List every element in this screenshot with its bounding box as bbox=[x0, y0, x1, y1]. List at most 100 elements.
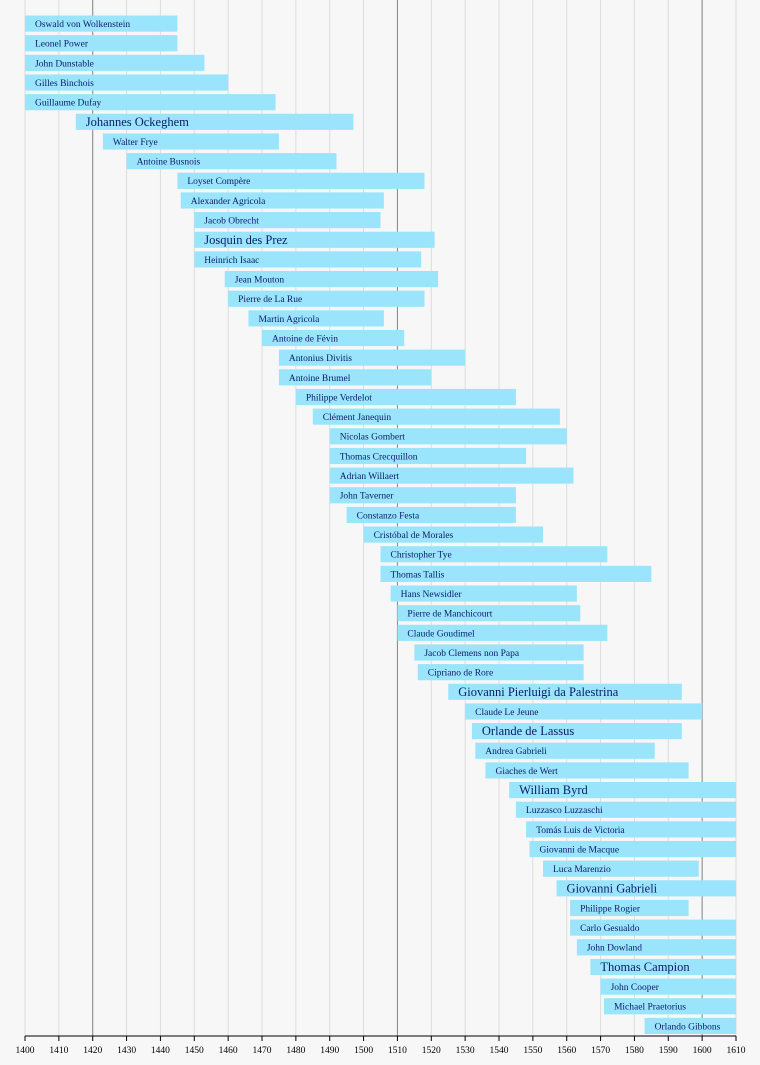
bar bbox=[380, 565, 652, 582]
bar-label: Guillaume Dufay bbox=[35, 98, 101, 109]
x-tick-label: 1580 bbox=[625, 1046, 644, 1056]
bar bbox=[295, 388, 516, 406]
bar-label: Orlando Gibbons bbox=[655, 1022, 721, 1032]
bar bbox=[228, 290, 425, 307]
bar-label: Leonel Power bbox=[35, 40, 89, 50]
bar-label: Carlo Gesualdo bbox=[580, 924, 640, 934]
bar bbox=[471, 723, 682, 740]
bar-label: Hans Newsidler bbox=[401, 590, 463, 600]
bar-label: Antoine Brumel bbox=[289, 374, 351, 384]
x-tick-label: 1410 bbox=[49, 1046, 68, 1056]
bar-label: Antonius Divitis bbox=[289, 354, 352, 364]
bar bbox=[329, 487, 516, 504]
bar bbox=[329, 467, 574, 484]
bar-label: Loyset Compère bbox=[187, 177, 250, 187]
bar-label: Walter Frye bbox=[113, 138, 158, 148]
bar-label: Giaches de Wert bbox=[495, 767, 558, 777]
bar bbox=[390, 585, 577, 602]
bar-label: Jacob Obrecht bbox=[204, 217, 259, 227]
bar bbox=[278, 369, 432, 386]
bar bbox=[180, 192, 384, 209]
bar-label: Luzzasco Luzzaschi bbox=[526, 806, 603, 816]
bar-label: Giovanni Gabrieli bbox=[567, 881, 658, 895]
x-tick-label: 1430 bbox=[117, 1046, 136, 1056]
bar-label: Gilles Binchois bbox=[35, 79, 94, 89]
x-tick-label: 1450 bbox=[185, 1046, 204, 1056]
bar-label: Jacob Clemens non Papa bbox=[424, 649, 520, 659]
bar bbox=[75, 113, 354, 130]
x-tick-label: 1540 bbox=[490, 1046, 509, 1056]
bar-label: Alexander Agricola bbox=[191, 197, 266, 207]
bar bbox=[414, 644, 584, 661]
bar-label: Pierre de Manchicourt bbox=[407, 610, 492, 620]
x-tick-label: 1400 bbox=[16, 1046, 35, 1056]
bar bbox=[448, 683, 682, 700]
bar-label: Claude Le Jeune bbox=[475, 708, 538, 718]
x-tick-label: 1550 bbox=[523, 1046, 542, 1056]
bar-label: Pierre de La Rue bbox=[238, 295, 302, 305]
x-tick-label: 1420 bbox=[83, 1046, 102, 1056]
x-tick-label: 1510 bbox=[388, 1046, 407, 1056]
bar bbox=[380, 546, 608, 563]
x-tick-label: 1570 bbox=[591, 1046, 610, 1056]
bar-label: Clément Janequin bbox=[323, 413, 392, 423]
bar-label: Philippe Verdelot bbox=[306, 393, 372, 403]
bar-label: Thomas Tallis bbox=[391, 570, 445, 580]
bar-label: Cipriano de Rore bbox=[428, 669, 493, 679]
bar-label: Nicolas Gombert bbox=[340, 433, 406, 443]
bar bbox=[543, 860, 699, 877]
bar bbox=[576, 939, 736, 956]
bar-label: Thomas Campion bbox=[600, 960, 690, 974]
bar bbox=[194, 231, 435, 248]
bar-label: Constanzo Festa bbox=[357, 511, 420, 521]
x-tick-label: 1520 bbox=[422, 1046, 441, 1056]
bar bbox=[485, 762, 689, 779]
bar bbox=[529, 840, 736, 858]
x-tick-label: 1460 bbox=[219, 1046, 238, 1056]
bar bbox=[177, 172, 425, 189]
bar-label: John Cooper bbox=[611, 983, 660, 993]
bar bbox=[25, 74, 229, 91]
bar-label: Thomas Crecquillon bbox=[340, 452, 418, 462]
bar bbox=[475, 742, 655, 759]
bar bbox=[417, 664, 584, 681]
x-tick-label: 1590 bbox=[659, 1046, 678, 1056]
bar bbox=[570, 899, 689, 917]
bar-label: Cristóbal de Morales bbox=[374, 531, 454, 541]
bar-label: Claude Goudimel bbox=[407, 629, 475, 639]
bar-label: Heinrich Isaac bbox=[204, 256, 259, 266]
bar-label: Adrian Willaert bbox=[340, 472, 400, 482]
bar bbox=[397, 624, 608, 641]
x-tick-label: 1560 bbox=[557, 1046, 576, 1056]
x-tick-label: 1480 bbox=[286, 1046, 305, 1056]
bar-label: Orlande de Lassus bbox=[482, 724, 574, 738]
bar bbox=[312, 408, 560, 425]
bar bbox=[329, 428, 567, 445]
bar bbox=[25, 15, 178, 32]
bar bbox=[397, 605, 581, 622]
bar bbox=[102, 133, 279, 150]
bar bbox=[509, 782, 736, 799]
bar bbox=[570, 919, 736, 936]
bar bbox=[194, 251, 422, 268]
bar bbox=[262, 329, 405, 347]
bar bbox=[515, 801, 736, 818]
bar bbox=[248, 310, 384, 327]
bar-label: Jean Mouton bbox=[235, 276, 285, 286]
bar bbox=[25, 94, 276, 111]
bar-label: Josquin des Prez bbox=[204, 233, 288, 247]
bar bbox=[600, 978, 736, 995]
bar-label: John Dowland bbox=[587, 944, 642, 954]
bar bbox=[465, 703, 703, 720]
bar-label: William Byrd bbox=[519, 783, 588, 797]
bar-label: Andrea Gabrieli bbox=[485, 747, 547, 757]
bar bbox=[25, 35, 178, 52]
bar bbox=[224, 271, 439, 288]
bar bbox=[194, 212, 381, 229]
bar-label: Tomás Luis de Victoria bbox=[536, 826, 625, 836]
bar-label: Christopher Tye bbox=[391, 551, 452, 561]
bar-label: Michael Praetorius bbox=[614, 1003, 686, 1013]
x-tick-label: 1600 bbox=[693, 1046, 712, 1056]
bar-label: Martin Agricola bbox=[258, 315, 320, 325]
